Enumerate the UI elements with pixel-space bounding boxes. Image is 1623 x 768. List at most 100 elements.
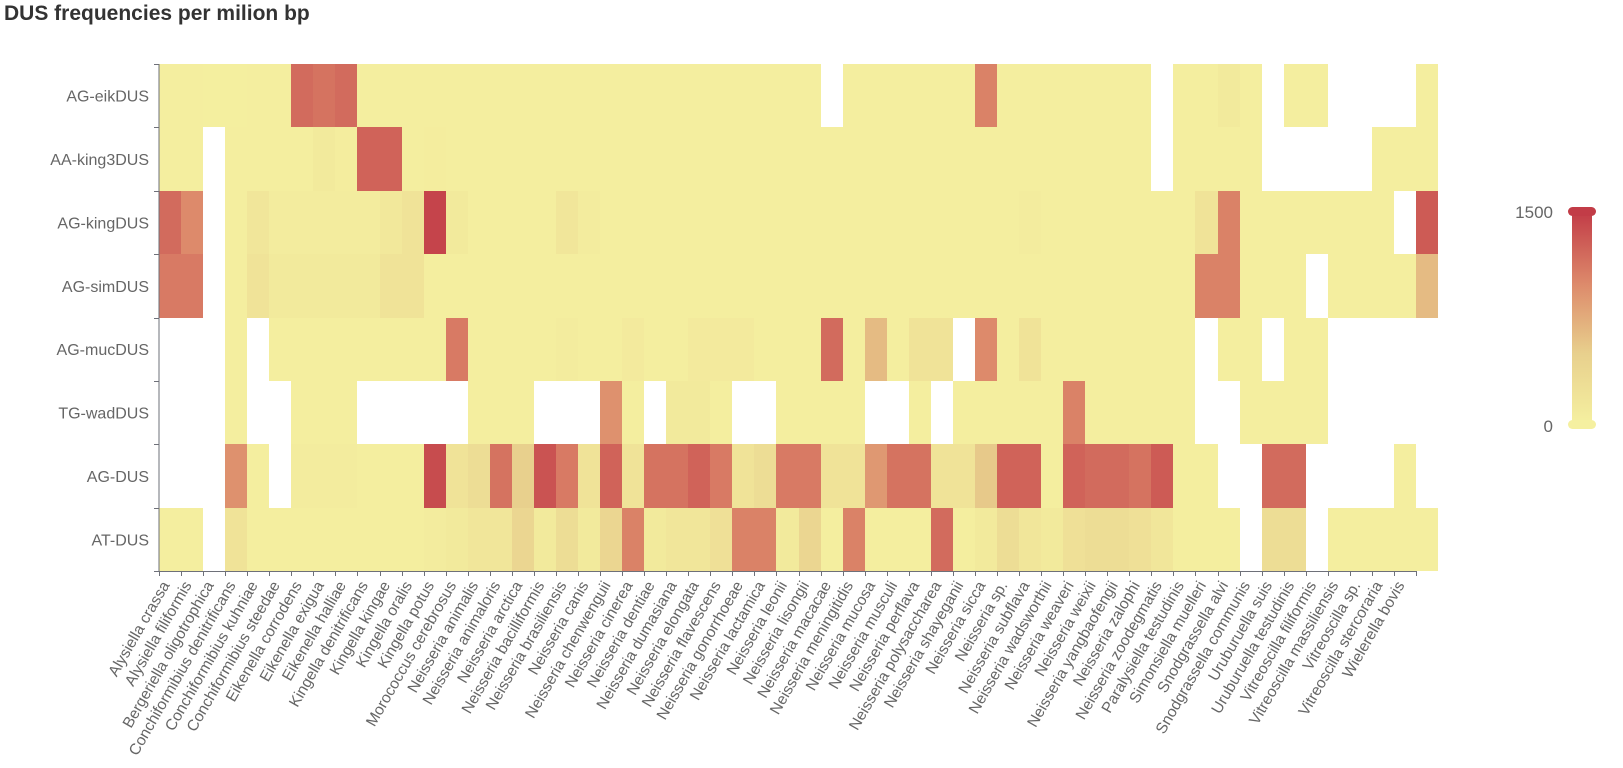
- heatmap-cell[interactable]: [1262, 254, 1284, 318]
- heatmap-cell[interactable]: [446, 318, 468, 381]
- heatmap-cell[interactable]: [247, 381, 269, 444]
- heatmap-cell[interactable]: [291, 254, 313, 318]
- heatmap-cell[interactable]: [622, 381, 644, 444]
- heatmap-cell[interactable]: [710, 127, 732, 191]
- heatmap-cell[interactable]: [666, 444, 688, 508]
- heatmap-cell[interactable]: [1416, 127, 1438, 191]
- heatmap-cell[interactable]: [1328, 64, 1350, 127]
- heatmap-cell[interactable]: [335, 444, 357, 508]
- heatmap-cell[interactable]: [931, 318, 953, 381]
- heatmap-cell[interactable]: [357, 64, 380, 127]
- heatmap-cell[interactable]: [1350, 64, 1372, 127]
- heatmap-cell[interactable]: [203, 191, 225, 254]
- heatmap-cell[interactable]: [997, 254, 1019, 318]
- heatmap-cell[interactable]: [1218, 254, 1240, 318]
- heatmap-cell[interactable]: [424, 127, 446, 191]
- heatmap-cell[interactable]: [1085, 127, 1107, 191]
- heatmap-cell[interactable]: [1063, 64, 1085, 127]
- heatmap-cell[interactable]: [776, 64, 799, 127]
- heatmap-cell[interactable]: [975, 318, 997, 381]
- heatmap-cell[interactable]: [644, 127, 666, 191]
- heatmap-cell[interactable]: [887, 318, 909, 381]
- heatmap-cell[interactable]: [424, 508, 446, 571]
- heatmap-cell[interactable]: [357, 191, 380, 254]
- heatmap-cell[interactable]: [1306, 508, 1328, 571]
- heatmap-cell[interactable]: [203, 318, 225, 381]
- heatmap-cell[interactable]: [799, 444, 821, 508]
- heatmap-cell[interactable]: [821, 318, 843, 381]
- heatmap-cell[interactable]: [1063, 444, 1085, 508]
- heatmap-cell[interactable]: [490, 508, 512, 571]
- heatmap-cell[interactable]: [1063, 508, 1085, 571]
- heatmap-cell[interactable]: [424, 64, 446, 127]
- heatmap-cell[interactable]: [203, 508, 225, 571]
- heatmap-cell[interactable]: [1306, 444, 1328, 508]
- heatmap-cell[interactable]: [710, 64, 732, 127]
- heatmap-cell[interactable]: [997, 381, 1019, 444]
- heatmap-cell[interactable]: [578, 191, 600, 254]
- heatmap-cell[interactable]: [1129, 381, 1151, 444]
- heatmap-cell[interactable]: [1107, 191, 1129, 254]
- heatmap-cell[interactable]: [666, 381, 688, 444]
- heatmap-cell[interactable]: [688, 254, 710, 318]
- heatmap-cell[interactable]: [732, 64, 754, 127]
- heatmap-cell[interactable]: [732, 508, 754, 571]
- heatmap-cell[interactable]: [291, 64, 313, 127]
- heatmap-cell[interactable]: [931, 64, 953, 127]
- heatmap-cell[interactable]: [1063, 191, 1085, 254]
- heatmap-cell[interactable]: [644, 508, 666, 571]
- heatmap-cell[interactable]: [446, 508, 468, 571]
- heatmap-cell[interactable]: [1240, 444, 1262, 508]
- heatmap-cell[interactable]: [1372, 444, 1394, 508]
- heatmap-cell[interactable]: [1063, 381, 1085, 444]
- heatmap-cell[interactable]: [688, 381, 710, 444]
- heatmap-cell[interactable]: [622, 444, 644, 508]
- heatmap-cell[interactable]: [953, 254, 975, 318]
- heatmap-cell[interactable]: [843, 254, 865, 318]
- heatmap-cell[interactable]: [821, 508, 843, 571]
- heatmap-cell[interactable]: [556, 254, 578, 318]
- heatmap-cell[interactable]: [291, 444, 313, 508]
- heatmap-cell[interactable]: [1063, 254, 1085, 318]
- heatmap-cell[interactable]: [975, 64, 997, 127]
- heatmap-cell[interactable]: [887, 191, 909, 254]
- heatmap-cell[interactable]: [997, 64, 1019, 127]
- heatmap-cell[interactable]: [754, 127, 776, 191]
- heatmap-cell[interactable]: [578, 127, 600, 191]
- heatmap-cell[interactable]: [1173, 64, 1195, 127]
- heatmap-cell[interactable]: [997, 191, 1019, 254]
- heatmap-cell[interactable]: [313, 191, 335, 254]
- heatmap-cell[interactable]: [1129, 127, 1151, 191]
- heatmap-cell[interactable]: [291, 127, 313, 191]
- heatmap-cell[interactable]: [666, 318, 688, 381]
- heatmap-cell[interactable]: [291, 381, 313, 444]
- heatmap-cell[interactable]: [512, 191, 534, 254]
- heatmap-cell[interactable]: [1129, 508, 1151, 571]
- heatmap-cell[interactable]: [953, 381, 975, 444]
- heatmap-cell[interactable]: [887, 254, 909, 318]
- heatmap-cell[interactable]: [953, 508, 975, 571]
- heatmap-cell[interactable]: [865, 64, 887, 127]
- heatmap-cell[interactable]: [159, 444, 181, 508]
- heatmap-cell[interactable]: [887, 127, 909, 191]
- heatmap-cell[interactable]: [710, 318, 732, 381]
- heatmap-cell[interactable]: [556, 191, 578, 254]
- heatmap-cell[interactable]: [953, 191, 975, 254]
- heatmap-cell[interactable]: [622, 191, 644, 254]
- heatmap-cell[interactable]: [776, 444, 799, 508]
- heatmap-cell[interactable]: [534, 318, 556, 381]
- heatmap-cell[interactable]: [1394, 381, 1416, 444]
- heatmap-cell[interactable]: [887, 381, 909, 444]
- heatmap-cell[interactable]: [1328, 127, 1350, 191]
- heatmap-cell[interactable]: [843, 444, 865, 508]
- heatmap-cell[interactable]: [225, 508, 247, 571]
- heatmap-cell[interactable]: [1262, 318, 1284, 381]
- heatmap-cell[interactable]: [1394, 508, 1416, 571]
- heatmap-cell[interactable]: [843, 64, 865, 127]
- heatmap-cell[interactable]: [490, 127, 512, 191]
- heatmap-cell[interactable]: [1416, 64, 1438, 127]
- heatmap-cell[interactable]: [1151, 381, 1173, 444]
- heatmap-cell[interactable]: [181, 64, 203, 127]
- heatmap-cell[interactable]: [1019, 254, 1041, 318]
- heatmap-cell[interactable]: [710, 254, 732, 318]
